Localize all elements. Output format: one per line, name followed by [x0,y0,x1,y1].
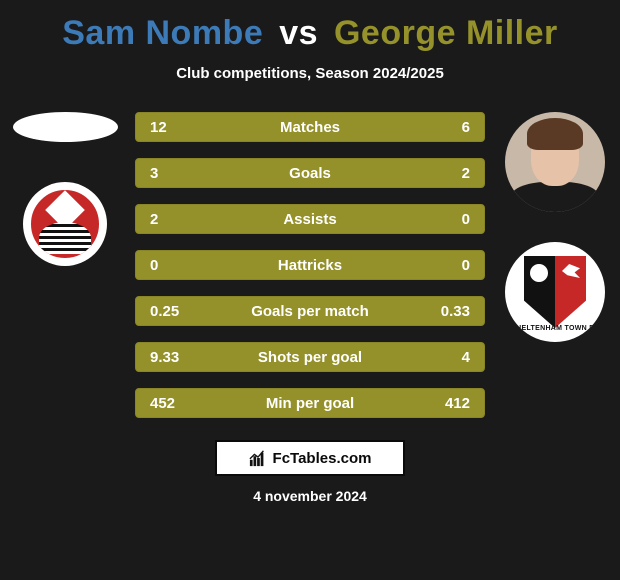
stat-left-value: 2 [150,211,210,228]
stats-area: CHELTENHAM TOWN FC 12 Matches 6 3 Goals … [0,112,620,504]
stat-label: Matches [210,119,410,136]
stat-left-value: 12 [150,119,210,136]
stat-left-value: 0 [150,257,210,274]
infographic-container: Sam Nombe vs George Miller Club competit… [0,0,620,580]
stat-row-hattricks: 0 Hattricks 0 [135,250,485,280]
left-column [10,112,120,266]
stat-left-value: 9.33 [150,349,210,366]
player2-name: George Miller [334,14,558,52]
stat-row-matches: 12 Matches 6 [135,112,485,142]
player1-photo-placeholder [13,112,118,142]
shield-ball-icon [530,264,548,282]
footer-date: 4 november 2024 [0,488,620,504]
stat-right-value: 0.33 [410,303,470,320]
stat-right-value: 2 [410,165,470,182]
cheltenham-ring-text: CHELTENHAM TOWN FC [505,325,605,332]
stat-right-value: 6 [410,119,470,136]
brand-box[interactable]: FcTables.com [215,440,405,476]
player1-name: Sam Nombe [62,14,263,52]
right-column: CHELTENHAM TOWN FC [500,112,610,342]
stat-label: Goals per match [210,303,410,320]
page-title: Sam Nombe vs George Miller [0,14,620,53]
stat-label: Goals [210,165,410,182]
stat-row-goals-per-match: 0.25 Goals per match 0.33 [135,296,485,326]
rotherham-badge-inner [28,187,102,261]
stat-row-min-per-goal: 452 Min per goal 412 [135,388,485,418]
stat-row-goals: 3 Goals 2 [135,158,485,188]
stat-right-value: 0 [410,257,470,274]
stat-label: Assists [210,211,410,228]
vs-separator: vs [279,14,318,52]
player2-shirt [510,182,600,212]
player2-hair [527,118,583,150]
stat-left-value: 452 [150,395,210,412]
subtitle: Club competitions, Season 2024/2025 [0,65,620,82]
stat-row-assists: 2 Assists 0 [135,204,485,234]
fctables-logo-icon [249,449,267,467]
stat-right-value: 4 [410,349,470,366]
brand-text: FcTables.com [273,450,372,467]
player1-club-badge [23,182,107,266]
player2-photo [505,112,605,212]
stat-label: Min per goal [210,395,410,412]
stat-left-value: 0.25 [150,303,210,320]
stat-left-value: 3 [150,165,210,182]
stat-label: Hattricks [210,257,410,274]
stat-label: Shots per goal [210,349,410,366]
stat-row-shots-per-goal: 9.33 Shots per goal 4 [135,342,485,372]
player2-club-badge: CHELTENHAM TOWN FC [505,242,605,342]
stat-right-value: 412 [410,395,470,412]
stat-right-value: 0 [410,211,470,228]
cheltenham-shield [524,256,586,328]
